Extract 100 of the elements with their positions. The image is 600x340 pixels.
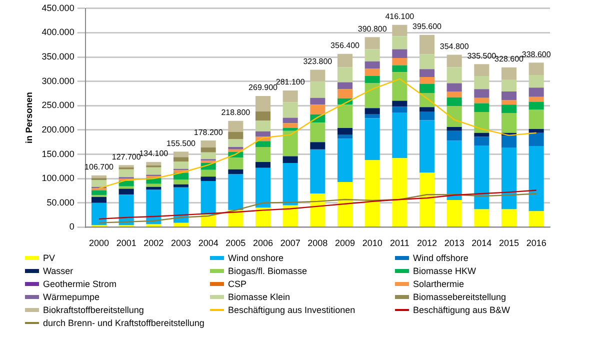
total-label: 178.200	[194, 128, 224, 137]
bar	[282, 118, 298, 124]
bar	[364, 76, 380, 84]
x-tick-label: 2006	[252, 238, 274, 248]
legend-label: Biokraftstoffbereitstellung	[43, 305, 144, 315]
bar	[255, 131, 271, 137]
y-tick-label: 250.000	[42, 100, 74, 110]
bar	[173, 184, 189, 188]
bar	[173, 222, 189, 226]
total-label: 416.100	[385, 12, 415, 22]
bar	[446, 200, 462, 226]
bar	[419, 111, 435, 120]
total-label: 354.800	[440, 42, 470, 51]
bar	[91, 180, 107, 187]
total-label: 328.600	[494, 54, 524, 64]
bar	[337, 128, 353, 135]
x-tick-label: 2015	[498, 238, 520, 248]
bar	[255, 141, 271, 147]
bar	[255, 120, 271, 132]
bar	[255, 111, 271, 121]
total-label: 281.100	[276, 78, 306, 87]
bar	[501, 112, 517, 133]
x-tick-label: 2003	[170, 238, 192, 248]
y-tick-label: 100.000	[42, 173, 74, 184]
bar	[392, 112, 408, 158]
bar	[173, 187, 189, 223]
legend-label: CSP	[228, 279, 247, 289]
total-label: 106.700	[84, 162, 114, 172]
bar	[255, 146, 271, 162]
bar	[419, 172, 435, 226]
bar	[337, 67, 353, 82]
x-tick-label: 2016	[526, 238, 546, 248]
bar	[337, 89, 353, 98]
bar	[228, 139, 244, 147]
bar	[392, 24, 408, 36]
bar	[392, 72, 408, 101]
x-tick-label: 2005	[226, 238, 246, 248]
bar	[392, 49, 408, 58]
bar	[310, 150, 326, 194]
bar	[200, 160, 216, 164]
legend-label: Solarthermie	[413, 279, 464, 289]
x-tick-label: 2008	[308, 238, 328, 248]
y-tick-label: 400.000	[42, 27, 74, 38]
legend-label: Biomasse HKW	[413, 266, 476, 276]
x-tick-label: 2002	[144, 238, 164, 248]
bar	[255, 208, 271, 226]
total-label: 356.400	[330, 41, 360, 50]
bar	[91, 197, 107, 203]
legend-label: PV	[43, 253, 56, 263]
bar	[419, 84, 435, 94]
legend-label: Wärmepumpe	[43, 292, 100, 302]
bar	[200, 181, 216, 215]
bar	[91, 190, 107, 196]
bar	[528, 146, 544, 212]
bar	[146, 162, 162, 166]
y-tick-label: 50.000	[46, 197, 74, 208]
bar	[228, 174, 244, 210]
bar	[91, 175, 107, 178]
bar	[528, 75, 544, 88]
bar	[446, 97, 462, 106]
bar	[200, 140, 216, 148]
bar	[474, 76, 490, 90]
bar	[446, 130, 462, 141]
bar	[392, 36, 408, 50]
bar	[310, 98, 326, 105]
y-tick-label: 150.000	[42, 148, 74, 159]
bar	[118, 181, 134, 186]
total-label: 218.800	[221, 108, 251, 118]
x-tick-label: 2012	[416, 238, 438, 248]
bar	[118, 194, 134, 226]
bar	[528, 110, 544, 129]
bar	[228, 132, 244, 140]
legend-label: Beschäftigung aus Investitionen	[228, 305, 356, 315]
bar	[200, 147, 216, 152]
x-tick-label: 2010	[362, 238, 382, 248]
bar	[310, 104, 326, 114]
bar	[419, 34, 435, 54]
total-label: 338.600	[522, 50, 552, 59]
bar	[255, 162, 271, 168]
bar	[501, 104, 517, 113]
bar	[501, 92, 517, 100]
bar	[528, 88, 544, 97]
bar	[364, 160, 380, 226]
total-label: 134.100	[139, 149, 169, 158]
bar	[501, 80, 517, 92]
y-tick-label: 200.000	[42, 124, 74, 134]
bar	[446, 127, 462, 131]
bar	[474, 112, 490, 133]
y-axis-title: in Personen	[24, 92, 34, 144]
bar	[474, 136, 490, 146]
bar	[528, 128, 544, 133]
bar	[118, 188, 134, 195]
total-label: 323.800	[303, 56, 333, 66]
bar	[364, 61, 380, 69]
bar	[501, 147, 517, 210]
bar	[419, 120, 435, 173]
bar	[310, 81, 326, 98]
bar	[528, 102, 544, 110]
bar	[310, 142, 326, 150]
total-label: 127.700	[112, 152, 142, 162]
